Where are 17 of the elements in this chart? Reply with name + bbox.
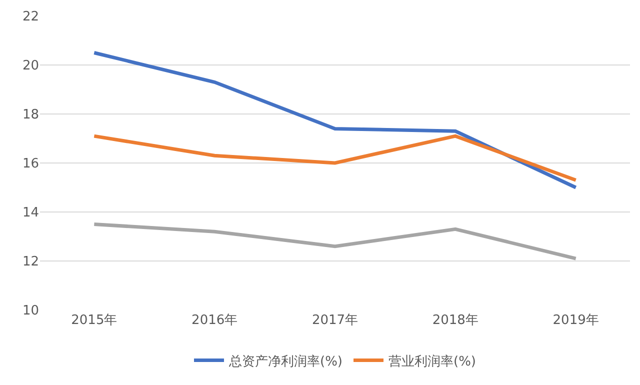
line-series: [92, 51, 578, 190]
line-series: [92, 134, 578, 182]
line-series: [92, 222, 578, 260]
x-tick-label: 2019年: [552, 313, 599, 328]
y-tick-label: 22: [22, 10, 39, 25]
y-tick-label: 16: [22, 156, 39, 172]
y-tick-label: 20: [22, 58, 39, 74]
legend-label: 营业利润率(%): [388, 353, 476, 370]
x-tick-label: 2016年: [192, 313, 238, 328]
y-tick-label: 10: [22, 304, 39, 319]
x-tick-label: 2018年: [432, 313, 478, 328]
x-tick-label: 2017年: [312, 313, 358, 328]
x-tick-label: 2015年: [71, 313, 118, 328]
legend-label: 总资产净利润率(%): [228, 353, 342, 370]
y-tick-label: 18: [22, 108, 39, 123]
y-tick-label: 14: [22, 206, 39, 221]
y-tick-label: 12: [22, 254, 39, 270]
